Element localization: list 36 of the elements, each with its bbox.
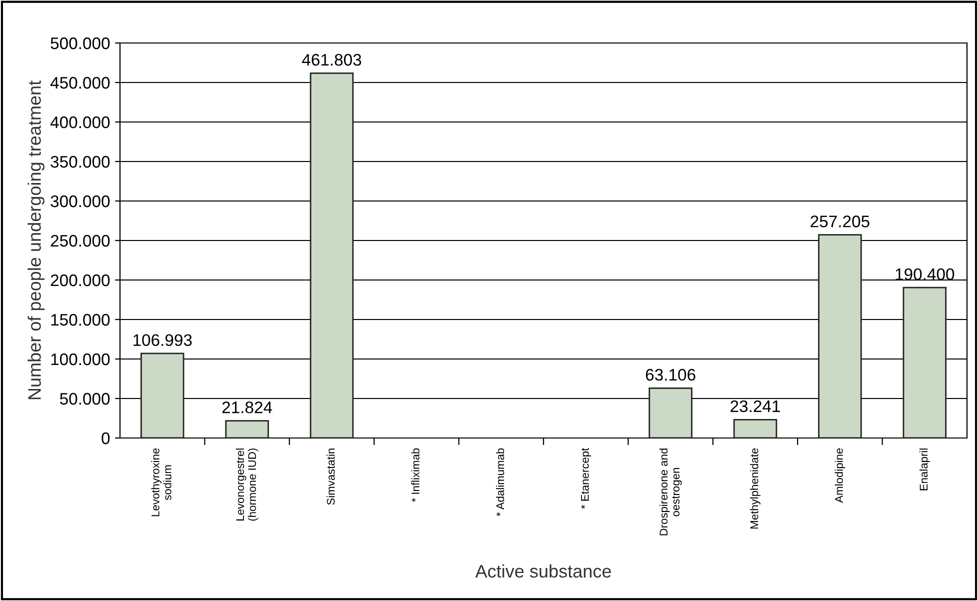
y-tick-label: 500.000 [50, 37, 110, 50]
x-axis-title: Active substance [475, 564, 611, 578]
bar [140, 352, 184, 438]
y-tick-label: 350.000 [50, 156, 110, 168]
data-label: 257.205 [810, 216, 870, 228]
x-tick-label: * Infliximab [411, 448, 420, 502]
y-tick-label: 300.000 [50, 195, 110, 208]
x-tick-label: * Etanercept [581, 448, 592, 509]
y-tick-label: 0 [102, 432, 110, 444]
bar [310, 72, 354, 438]
data-label: 63.106 [646, 368, 696, 381]
x-tick-label: Simvastatin [326, 448, 335, 505]
data-label: 21.824 [222, 401, 272, 414]
x-tick-label: Drospirenone and oestrogen [659, 448, 682, 536]
y-tick-label: 250.000 [50, 234, 110, 247]
x-tick-label: Methylphenidate [750, 448, 760, 528]
x-tick-label: * Adalimumab [496, 448, 504, 516]
x-tick-label: Levothyroxine sodium [151, 448, 172, 516]
bar [648, 387, 692, 438]
bar [225, 420, 269, 438]
y-axis-title: Number of people undergoing treatment [28, 80, 44, 400]
y-tick-label: 100.000 [51, 353, 110, 366]
y-tick-label: 150.000 [51, 314, 110, 326]
x-tick-label: Enalapril [919, 448, 930, 490]
y-tick-label: 200.000 [50, 274, 110, 286]
y-tick-label: 400.000 [50, 116, 110, 128]
y-tick-label: 450.000 [50, 76, 110, 89]
data-label: 106.993 [134, 334, 192, 346]
data-label: 23.241 [730, 400, 780, 412]
x-tick-label: Amlodipine [834, 448, 846, 503]
y-tick-label: 50.000 [60, 392, 110, 405]
data-label: 461.803 [302, 54, 362, 66]
x-tick-label: Levonorgestrel (hormone IUD) [236, 448, 258, 521]
bar [818, 234, 862, 438]
bar [902, 286, 947, 438]
bar [733, 418, 778, 438]
